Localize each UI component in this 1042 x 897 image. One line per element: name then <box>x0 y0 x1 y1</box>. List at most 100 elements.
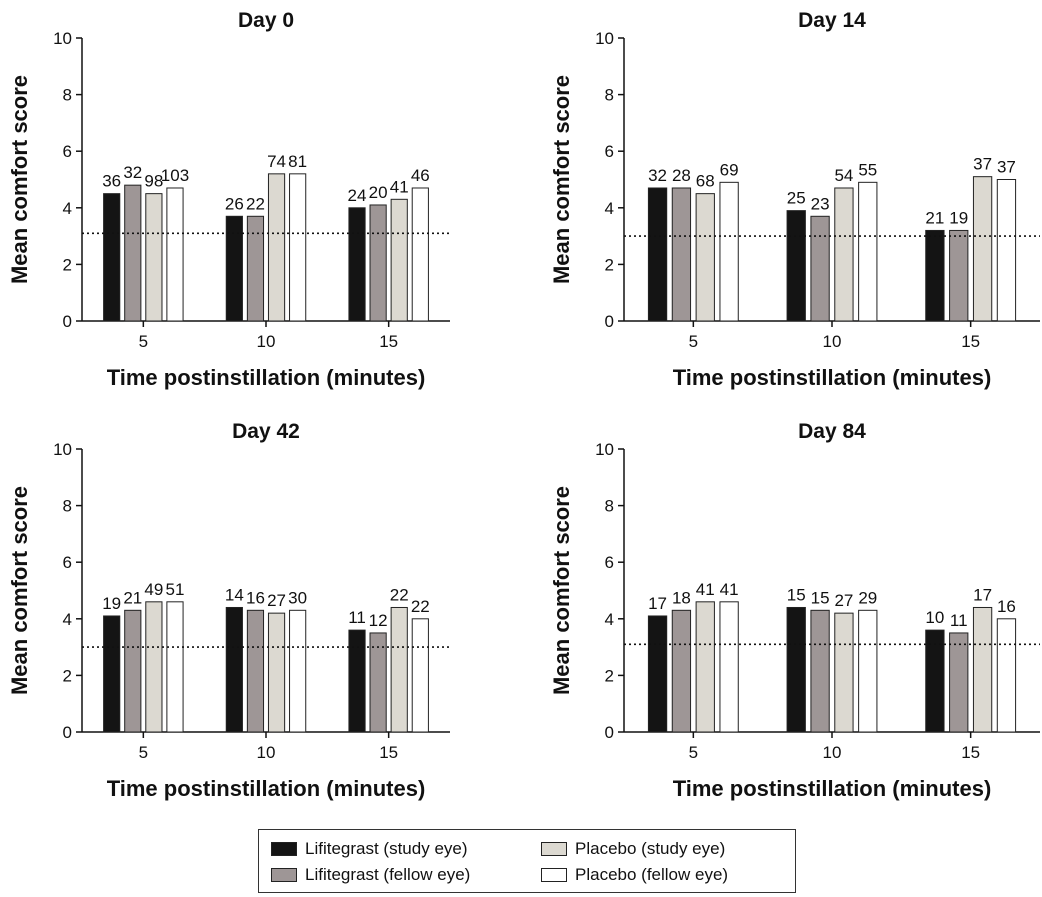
bar <box>719 601 739 733</box>
x-tick-label: 15 <box>379 332 398 351</box>
bar-data-label: 81 <box>288 152 307 171</box>
x-tick-label: 5 <box>689 332 698 351</box>
bar-data-label: 21 <box>925 208 944 227</box>
bar-data-label: 15 <box>811 588 830 607</box>
bar <box>145 601 163 733</box>
bar-data-label: 27 <box>267 591 286 610</box>
y-axis-label: Mean comfort score <box>549 75 574 284</box>
bar-data-label: 17 <box>973 585 992 604</box>
legend-swatch-lifitegrast-fellow <box>271 868 297 882</box>
x-tick-label: 10 <box>823 743 842 762</box>
bar <box>858 609 878 733</box>
x-tick-label: 10 <box>823 332 842 351</box>
bar-data-label: 41 <box>720 580 739 599</box>
bar <box>103 193 121 322</box>
bar-data-label: 23 <box>811 194 830 213</box>
bar <box>411 618 429 733</box>
y-tick-label: 0 <box>63 312 72 331</box>
y-tick-label: 4 <box>63 199 72 218</box>
bar <box>166 187 184 322</box>
bar <box>695 193 715 322</box>
y-tick-label: 2 <box>605 255 614 274</box>
y-tick-label: 0 <box>605 312 614 331</box>
y-tick-label: 10 <box>595 440 614 459</box>
legend-label: Placebo (fellow eye) <box>575 865 729 884</box>
bar <box>972 176 993 322</box>
bar <box>103 615 121 733</box>
y-tick-label: 0 <box>63 723 72 742</box>
bar <box>225 215 243 322</box>
bar <box>810 215 830 322</box>
bar <box>834 187 854 322</box>
bar-data-label: 46 <box>411 166 430 185</box>
y-tick-label: 10 <box>595 29 614 48</box>
bar-data-label: 10 <box>925 608 944 627</box>
bar-data-label: 28 <box>672 166 691 185</box>
bar <box>267 612 286 733</box>
y-tick-label: 2 <box>605 666 614 685</box>
bar <box>810 609 830 733</box>
bar <box>858 181 878 322</box>
y-tick-label: 4 <box>605 199 614 218</box>
bar-data-label: 22 <box>390 585 409 604</box>
bar-data-label: 16 <box>246 588 265 607</box>
bar <box>786 210 806 322</box>
bar <box>996 618 1017 733</box>
legend-label: Placebo (study eye) <box>575 839 726 858</box>
y-tick-label: 8 <box>605 497 614 516</box>
y-tick-label: 2 <box>63 666 72 685</box>
legend-swatch-placebo-study <box>541 842 567 856</box>
chart-panel-2: Day 42 Mean comfort score Time postinstill… <box>7 420 450 801</box>
bar <box>348 629 366 733</box>
bar-data-label: 30 <box>288 588 307 607</box>
bar-data-label: 17 <box>648 594 667 613</box>
legend-label: Lifitegrast (study eye) <box>305 839 468 858</box>
bar <box>834 612 854 733</box>
chart-legend: Lifitegrast (study eye) Lifitegrast (fel… <box>258 829 796 893</box>
bar <box>671 609 692 733</box>
bar-data-label: 55 <box>858 160 877 179</box>
bar-data-label: 41 <box>696 580 715 599</box>
x-axis-label: Time postinstillation (minutes) <box>673 365 992 390</box>
x-axis-label: Time postinstillation (minutes) <box>107 365 426 390</box>
bar <box>972 606 993 733</box>
bar <box>369 204 387 322</box>
bar <box>267 173 286 322</box>
bar-data-label: 22 <box>246 194 265 213</box>
y-tick-label: 8 <box>63 86 72 105</box>
y-tick-label: 2 <box>63 255 72 274</box>
bar-data-label: 11 <box>950 611 968 630</box>
bar-data-label: 11 <box>348 608 366 627</box>
bar-data-label: 14 <box>225 585 244 604</box>
x-axis-label: Time postinstillation (minutes) <box>107 776 426 801</box>
bar-data-label: 16 <box>997 597 1016 616</box>
x-axis-label: Time postinstillation (minutes) <box>673 776 992 801</box>
y-tick-label: 0 <box>605 723 614 742</box>
bar <box>647 615 668 733</box>
legend-swatch-lifitegrast-study <box>271 842 297 856</box>
chart-panel-3: Day 84 Mean comfort score Time postinstill… <box>549 420 1040 801</box>
bar-data-label: 29 <box>858 588 877 607</box>
x-tick-label: 5 <box>139 743 148 762</box>
bar-data-label: 74 <box>267 152 286 171</box>
legend-item-lifitegrast-study: Lifitegrast (study eye) <box>271 838 468 860</box>
bar <box>786 606 806 733</box>
bar <box>647 187 668 322</box>
y-tick-label: 4 <box>63 610 72 629</box>
legend-item-placebo-study: Placebo (study eye) <box>541 838 725 860</box>
bar <box>289 173 307 322</box>
bar-data-label: 27 <box>834 591 853 610</box>
chart-title: Day 14 <box>798 9 866 32</box>
bar <box>246 215 265 322</box>
bar-data-label: 69 <box>720 160 739 179</box>
x-tick-label: 5 <box>689 743 698 762</box>
bar-data-label: 103 <box>161 166 189 185</box>
y-tick-label: 10 <box>53 440 72 459</box>
bar <box>348 207 366 322</box>
bar <box>390 606 408 733</box>
bar-data-label: 18 <box>672 588 691 607</box>
bar-data-label: 32 <box>123 163 142 182</box>
x-tick-label: 15 <box>379 743 398 762</box>
bar <box>246 609 265 733</box>
bar-data-label: 12 <box>369 611 388 630</box>
